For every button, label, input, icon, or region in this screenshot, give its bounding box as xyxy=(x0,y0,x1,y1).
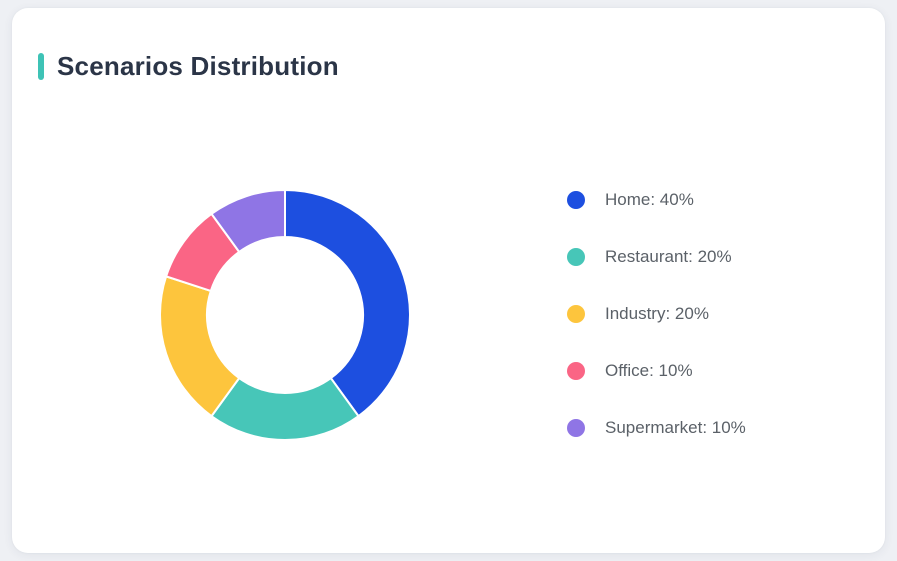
donut-segment-supermarket[interactable] xyxy=(210,189,286,253)
legend-dot-icon xyxy=(567,419,585,437)
legend-dot-icon xyxy=(567,362,585,380)
legend-item-industry[interactable]: Industry: 20% xyxy=(567,304,746,324)
legend-dot-icon xyxy=(567,305,585,323)
title-accent-bar xyxy=(38,53,44,80)
chart-legend: Home: 40% Restaurant: 20% Industry: 20% Off… xyxy=(567,190,746,438)
legend-dot-icon xyxy=(567,248,585,266)
legend-item-office[interactable]: Office: 10% xyxy=(567,361,746,381)
donut-segment-home[interactable] xyxy=(284,189,411,418)
legend-label: Office: 10% xyxy=(605,361,693,380)
donut-chart xyxy=(159,189,411,441)
page-title: Scenarios Distribution xyxy=(57,51,339,81)
legend-label: Supermarket: 10% xyxy=(605,418,746,437)
legend-label: Industry: 20% xyxy=(605,304,709,323)
legend-dot-icon xyxy=(567,191,585,209)
legend-label: Restaurant: 20% xyxy=(605,247,732,266)
scenarios-distribution-card: Scenarios Distribution Home: 40% Restaura… xyxy=(12,8,885,553)
card-header: Scenarios Distribution xyxy=(38,51,339,82)
legend-item-home[interactable]: Home: 40% xyxy=(567,190,746,210)
donut-segment-industry[interactable] xyxy=(159,275,241,418)
legend-item-supermarket[interactable]: Supermarket: 10% xyxy=(567,418,746,438)
legend-item-restaurant[interactable]: Restaurant: 20% xyxy=(567,247,746,267)
legend-label: Home: 40% xyxy=(605,190,694,209)
